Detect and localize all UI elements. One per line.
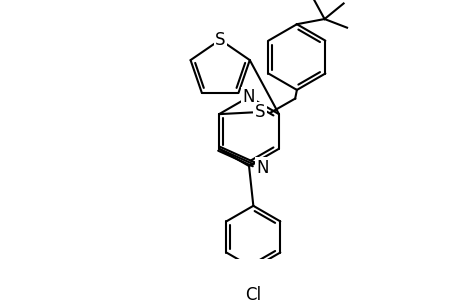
Text: S: S <box>214 31 225 49</box>
Text: N: N <box>256 159 268 177</box>
Text: N: N <box>242 88 255 106</box>
Text: Cl: Cl <box>245 286 261 300</box>
Text: S: S <box>255 103 265 122</box>
